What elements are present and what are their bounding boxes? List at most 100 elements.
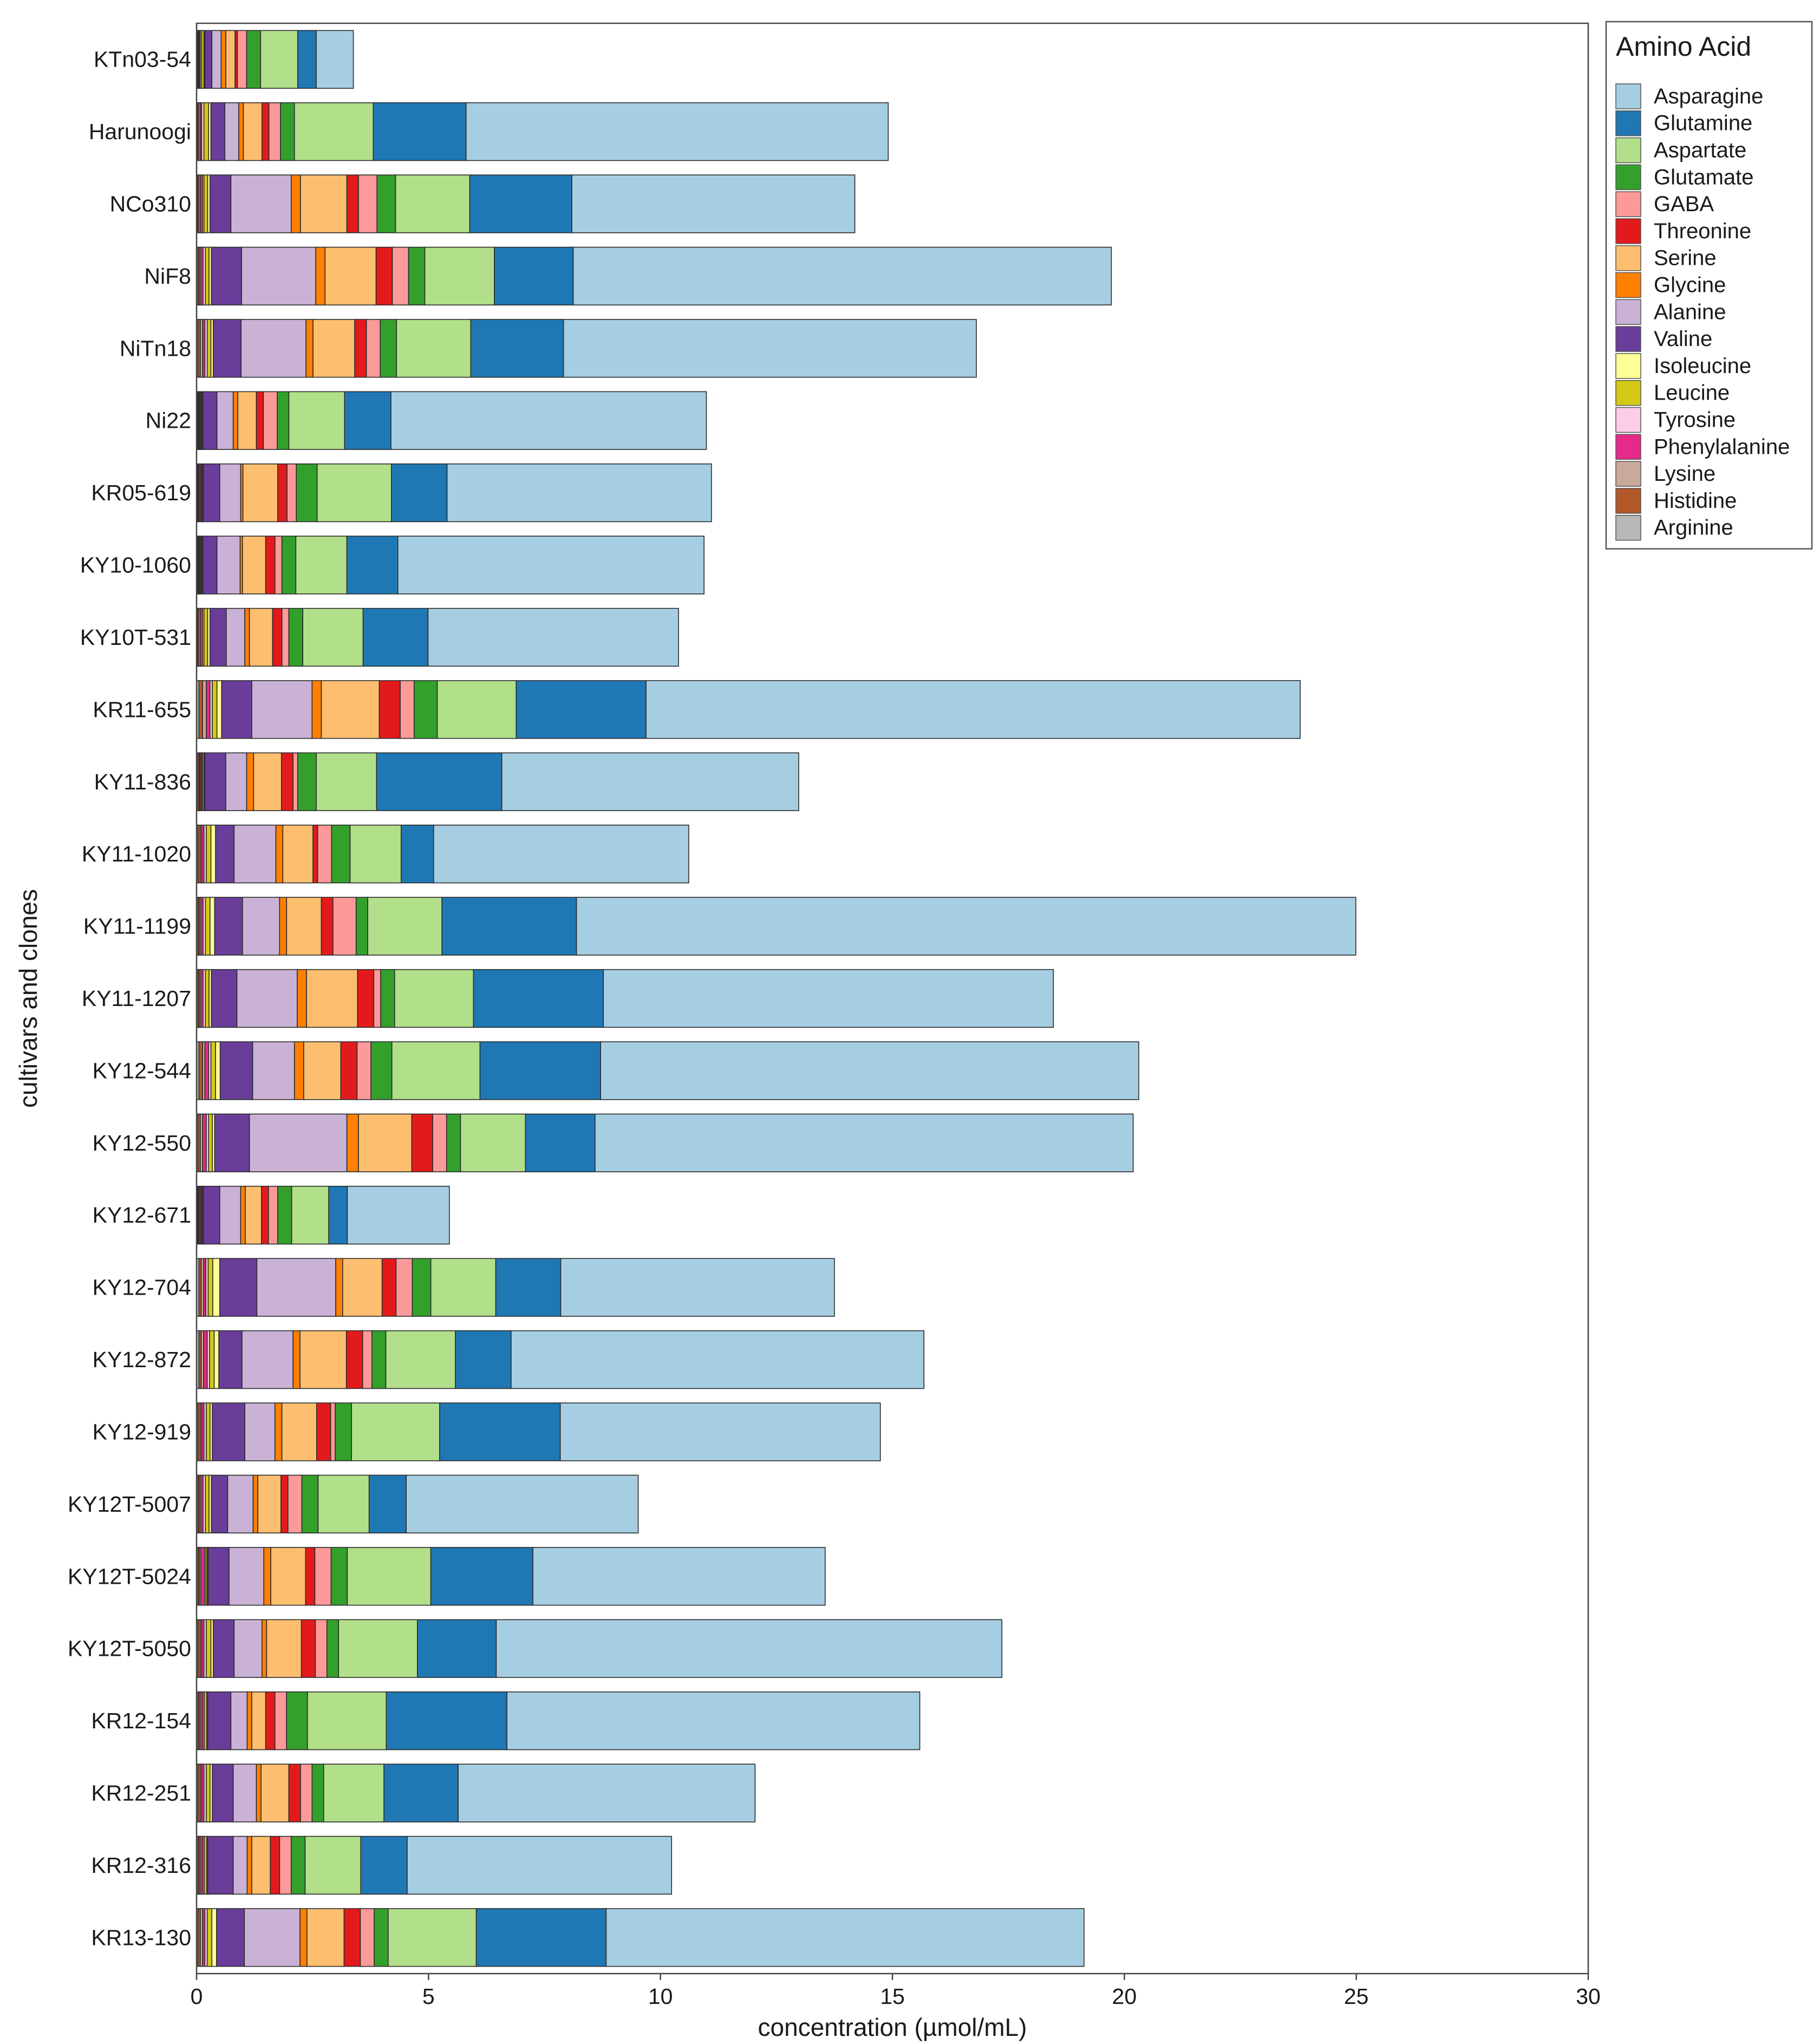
category-label: KTn03-54 bbox=[94, 47, 191, 72]
bar-segment-valine bbox=[221, 680, 252, 739]
category-label: KR12-251 bbox=[91, 1780, 191, 1805]
bar-segment-serine bbox=[306, 969, 358, 1028]
category-label: KY11-1199 bbox=[83, 914, 191, 939]
bar-segment-asparagine bbox=[427, 608, 679, 667]
bar-segment-serine bbox=[249, 608, 273, 667]
bar-segment-glutamate bbox=[331, 825, 351, 884]
bar-segment-valine bbox=[219, 1041, 253, 1100]
bar-segment-glutamate bbox=[286, 1691, 308, 1751]
bar-segment-glutamate bbox=[413, 680, 438, 739]
bar-segment-threonine bbox=[261, 102, 270, 161]
bar-segment-gaba bbox=[362, 1330, 373, 1389]
bar-stack-KY12T-5024 bbox=[196, 1547, 826, 1606]
bar-segment-aspartate bbox=[316, 752, 377, 811]
bar-segment-glutamine bbox=[360, 1836, 408, 1895]
bar-segment-glutamine bbox=[455, 1330, 512, 1389]
bar-segment-serine bbox=[306, 1908, 345, 1967]
bar-segment-glutamate bbox=[374, 1908, 389, 1967]
bar-segment-threonine bbox=[321, 897, 334, 956]
bar-stack-KY12-671 bbox=[196, 1186, 450, 1245]
bar-segment-glutamate bbox=[326, 1619, 339, 1678]
bar-segment-alanine bbox=[244, 1908, 301, 1967]
bar-segment-glutamine bbox=[386, 1691, 507, 1751]
bar-segment-glycine bbox=[232, 391, 239, 450]
category-label: KY12-919 bbox=[93, 1419, 191, 1444]
bar-segment-glutamine bbox=[516, 680, 647, 739]
bar-segment-threonine bbox=[346, 174, 359, 233]
x-axis-ticks: 0 5 10 15 20 25 30 bbox=[191, 1974, 1601, 2009]
legend-swatch-glycine bbox=[1615, 272, 1641, 298]
bar-segment-alanine bbox=[229, 1547, 265, 1606]
x-tick-label: 30 bbox=[1576, 1984, 1601, 2009]
bar-segment-serine bbox=[324, 246, 377, 306]
category-label: KY11-836 bbox=[94, 769, 191, 794]
bar-segment-valine bbox=[207, 1691, 232, 1751]
bar-segment-isoleucine bbox=[210, 897, 216, 956]
bar-segment-glutamine bbox=[328, 1186, 348, 1245]
bar-segment-leucine bbox=[206, 1908, 213, 1967]
bar-segment-gaba bbox=[395, 1258, 413, 1317]
bar-segment-alanine bbox=[233, 1619, 263, 1678]
legend-swatch-tyrosine bbox=[1615, 407, 1641, 433]
legend-swatch-serine bbox=[1615, 245, 1641, 271]
bar-group bbox=[196, 30, 1356, 1967]
legend-swatch-alanine bbox=[1615, 299, 1641, 325]
bar-segment-leucine bbox=[208, 1113, 213, 1172]
bar-segment-histidine bbox=[198, 1041, 203, 1100]
bar-segment-glycine bbox=[246, 1691, 252, 1751]
bar-segment-threonine bbox=[272, 608, 283, 667]
bar-segment-serine bbox=[266, 1619, 302, 1678]
bar-segment-alanine bbox=[240, 319, 306, 378]
bar-stack-KY11-1207 bbox=[196, 969, 1054, 1028]
bar-segment-valine bbox=[211, 1474, 229, 1534]
category-label: KY11-1020 bbox=[82, 841, 191, 866]
bar-segment-alanine bbox=[249, 1113, 348, 1172]
legend-label: Phenylalanine bbox=[1654, 435, 1790, 459]
bar-segment-valine bbox=[210, 608, 227, 667]
bar-segment-alanine bbox=[241, 246, 316, 306]
bar-segment-alanine bbox=[242, 897, 280, 956]
bar-segment-alanine bbox=[219, 1186, 242, 1245]
legend-swatch-threonine bbox=[1615, 218, 1641, 244]
bar-segment-valine bbox=[204, 30, 213, 89]
bar-segment-gaba bbox=[373, 969, 381, 1028]
bar-segment-serine bbox=[253, 752, 282, 811]
legend-swatch-aspartate bbox=[1615, 137, 1641, 164]
bar-segment-glutamate bbox=[288, 608, 303, 667]
bar-segment-glycine bbox=[252, 1474, 258, 1534]
bar-segment-aspartate bbox=[291, 1186, 329, 1245]
bar-segment-threonine bbox=[379, 680, 401, 739]
bar-segment-leucine bbox=[212, 680, 218, 739]
bar-segment-glutamate bbox=[281, 536, 297, 595]
bar-segment-glycine bbox=[315, 246, 326, 306]
bar-stack-KR12-251 bbox=[196, 1764, 756, 1823]
bar-segment-aspartate bbox=[430, 1258, 497, 1317]
bar-segment-glutamate bbox=[376, 174, 396, 233]
legend-label: Histidine bbox=[1654, 489, 1737, 513]
bar-segment-aspartate bbox=[317, 1474, 370, 1534]
x-tick-label: 20 bbox=[1112, 1984, 1137, 2009]
bar-segment-alanine bbox=[242, 1330, 293, 1389]
bar-segment-asparagine bbox=[433, 825, 689, 884]
bar-segment-valine bbox=[212, 1402, 245, 1461]
legend-swatch-asparagine bbox=[1615, 83, 1641, 109]
bar-segment-threonine bbox=[265, 536, 276, 595]
legend-swatch-arginine bbox=[1615, 514, 1641, 541]
bar-segment-leucine bbox=[210, 1041, 216, 1100]
bar-segment-glutamate bbox=[277, 391, 290, 450]
bar-segment-serine bbox=[260, 1764, 290, 1823]
bar-segment-asparagine bbox=[559, 1402, 881, 1461]
bar-stack-KY10-1060 bbox=[196, 536, 704, 595]
bar-segment-alanine bbox=[256, 1258, 336, 1317]
bar-segment-isoleucine bbox=[211, 1908, 217, 1967]
bar-segment-leucine bbox=[206, 319, 212, 378]
category-label: KY12-671 bbox=[93, 1203, 191, 1227]
bar-segment-gaba bbox=[332, 897, 357, 956]
category-label: KR12-316 bbox=[91, 1853, 191, 1878]
bar-segment-alanine bbox=[233, 825, 277, 884]
bar-segment-asparagine bbox=[406, 1474, 639, 1534]
bar-segment-asparagine bbox=[347, 1186, 450, 1245]
bar-stack-KY12T-5007 bbox=[196, 1474, 639, 1534]
bar-segment-aspartate bbox=[260, 30, 298, 89]
bar-segment-glutamine bbox=[495, 1258, 562, 1317]
